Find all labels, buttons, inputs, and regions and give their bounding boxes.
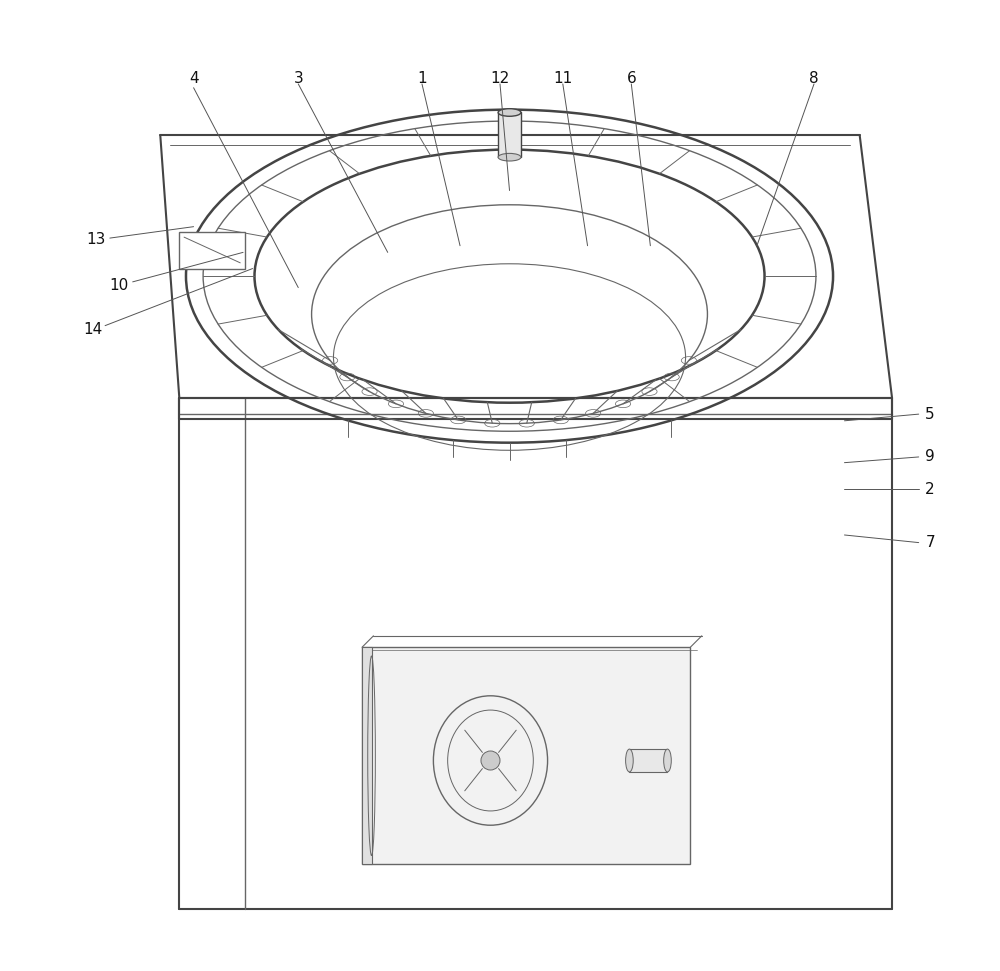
Bar	[362, 648, 372, 864]
Ellipse shape	[498, 109, 521, 117]
Text: 1: 1	[417, 71, 427, 85]
Text: 8: 8	[809, 71, 819, 85]
Text: 9: 9	[925, 450, 935, 464]
Ellipse shape	[664, 749, 671, 772]
Ellipse shape	[498, 153, 521, 161]
Text: 13: 13	[86, 232, 105, 248]
Text: 12: 12	[490, 71, 510, 85]
Text: 5: 5	[925, 407, 935, 421]
Text: 2: 2	[925, 482, 935, 497]
Bar	[498, 113, 521, 157]
Ellipse shape	[626, 749, 633, 772]
Ellipse shape	[481, 751, 500, 770]
Text: 10: 10	[110, 278, 129, 293]
Bar	[629, 749, 667, 772]
Text: 11: 11	[553, 71, 572, 85]
Text: 4: 4	[189, 71, 198, 85]
Bar	[179, 232, 245, 269]
Text: 14: 14	[83, 322, 102, 337]
Bar	[362, 648, 690, 864]
Text: 3: 3	[293, 71, 303, 85]
Text: 7: 7	[925, 535, 935, 551]
Text: 6: 6	[626, 71, 636, 85]
